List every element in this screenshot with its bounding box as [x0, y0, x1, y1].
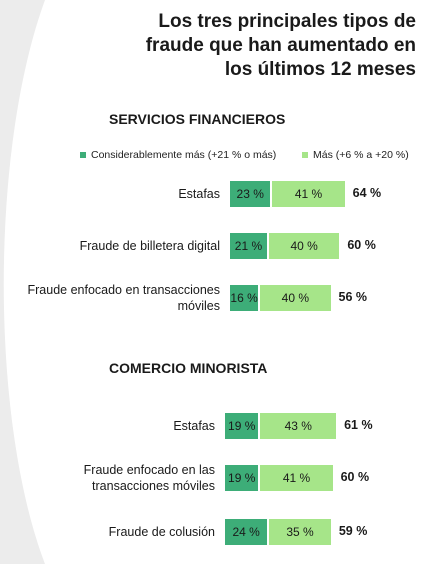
section-title-financial: SERVICIOS FINANCIEROS: [109, 111, 286, 127]
section-title-retail: COMERCIO MINORISTA: [109, 360, 268, 376]
bar-segment-more: 43 %: [260, 413, 337, 439]
bar-segment-considerably: 21 %: [230, 233, 267, 259]
legend-label-considerably: Considerablemente más (+21 % o más): [91, 149, 277, 161]
legend-item-more: Más (+6 % a +20 %): [302, 149, 409, 161]
bar-segment-more: 40 %: [260, 285, 331, 311]
bar-segment-considerably: 19 %: [225, 465, 259, 491]
bar-segment-considerably: 19 %: [225, 413, 259, 439]
bar-segment-considerably: 16 %: [230, 285, 259, 311]
bar-total-label: 59 %: [338, 524, 368, 538]
bar-total-label: 60 %: [340, 470, 370, 484]
row-label: Fraude de colusión: [108, 525, 215, 539]
bar-total-label: 61 %: [344, 418, 373, 432]
bar-total-label: 60 %: [347, 238, 376, 252]
row-label: Fraude de billetera digital: [79, 239, 220, 253]
legend-item-considerably: Considerablemente más (+21 % o más): [80, 149, 276, 161]
bar-segment-more: 40 %: [268, 233, 340, 259]
bar-segment-considerably: 24 %: [225, 519, 268, 545]
legend-label-more: Más (+6 % a +20 %): [313, 149, 409, 161]
row-label: Estafas: [173, 419, 215, 433]
chart-title: Los tres principales tipos de fraude que…: [145, 11, 416, 80]
bar-total-label: 64 %: [352, 186, 382, 200]
row-label: Estafas: [178, 187, 220, 201]
bar-segment-more: 41 %: [272, 181, 345, 207]
bar-segment-more: 35 %: [269, 519, 331, 545]
bar-total-label: 56 %: [338, 290, 368, 304]
bar-segment-considerably: 23 %: [230, 181, 271, 207]
bar-segment-more: 41 %: [260, 465, 333, 491]
legend-swatch-more: [302, 152, 308, 158]
row-label: Fraude enfocado en las transacciones móv…: [83, 463, 215, 493]
row-label: Fraude enfocado en transacciones móviles: [27, 283, 221, 313]
legend-swatch-considerably: [80, 152, 86, 158]
